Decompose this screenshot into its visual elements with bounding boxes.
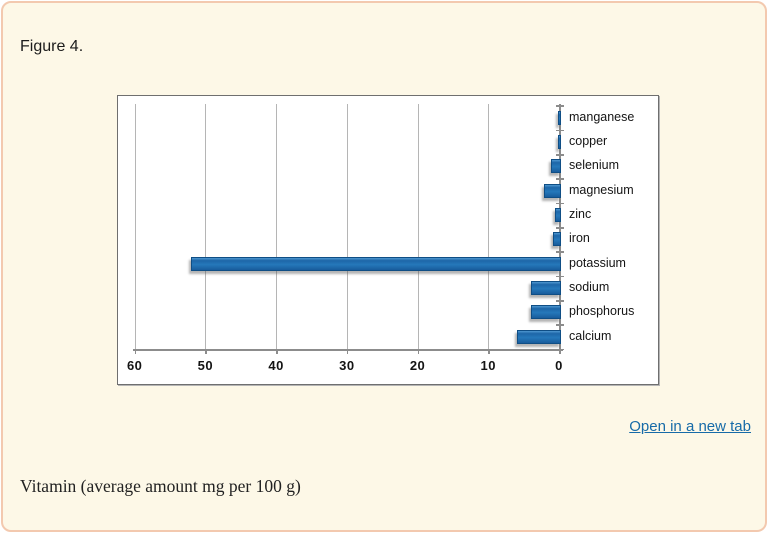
- category-label-manganese: manganese: [569, 109, 635, 124]
- category-tick-mark: [556, 251, 564, 253]
- x-tick-label-0: 0: [555, 358, 563, 373]
- bar-selenium: [551, 159, 561, 174]
- gridline-50: [205, 104, 207, 349]
- x-tick-mark-0: [559, 349, 561, 354]
- gridline-20: [417, 104, 419, 349]
- category-label-zinc: zinc: [569, 206, 592, 221]
- category-tick-mark: [556, 227, 564, 229]
- category-tick-mark: [556, 129, 564, 132]
- gridline-10: [488, 104, 490, 349]
- bar-sodium: [530, 280, 561, 295]
- category-tick-mark: [556, 154, 564, 156]
- gridline-40: [276, 104, 278, 349]
- x-tick-mark-40: [276, 349, 278, 354]
- category-label-calcium: calcium: [569, 328, 612, 343]
- category-label-sodium: sodium: [569, 279, 610, 294]
- x-tick-mark-60: [134, 349, 137, 354]
- category-tick-mark: [556, 178, 564, 180]
- category-label-magnesium: magnesium: [569, 182, 634, 197]
- gridline-60: [134, 104, 136, 349]
- category-label-iron: iron: [569, 231, 590, 246]
- bar-iron: [552, 232, 561, 247]
- bar-magnesium: [544, 183, 561, 198]
- figure-caption: Vitamin (average amount mg per 100 g): [20, 476, 301, 496]
- category-label-potassium: potassium: [569, 255, 626, 270]
- bar-calcium: [516, 329, 561, 344]
- x-tick-label-10: 10: [480, 358, 496, 373]
- x-tick-label-20: 20: [409, 358, 426, 373]
- bar-manganese: [558, 110, 561, 125]
- figure-label: Figure 4.: [20, 38, 84, 55]
- category-label-phosphorus: phosphorus: [569, 304, 635, 319]
- x-tick-label-40: 40: [268, 358, 284, 373]
- gridline-30: [346, 104, 348, 349]
- category-tick-mark: [556, 275, 564, 278]
- category-tick-mark: [556, 202, 564, 205]
- x-tick-label-50: 50: [197, 358, 214, 373]
- bar-copper: [557, 134, 561, 149]
- bar-phosphorus: [530, 305, 561, 320]
- category-tick-mark: [556, 324, 564, 326]
- category-tick-mark: [556, 300, 564, 302]
- open-new-tab-link[interactable]: Open in a new tab: [629, 418, 751, 435]
- category-tick-mark: [556, 348, 564, 351]
- x-tick-label-60: 60: [126, 358, 143, 373]
- minerals-bar-chart: 60 50 40 30 20 10 0 manganese copper selenium magn…: [117, 95, 659, 385]
- x-tick-mark-20: [417, 349, 420, 354]
- x-tick-mark-30: [346, 349, 349, 354]
- x-tick-mark-10: [488, 349, 490, 354]
- x-tick-mark-50: [205, 349, 207, 354]
- category-tick-mark: [556, 105, 564, 107]
- bar-potassium: [191, 256, 561, 271]
- bar-zinc: [555, 207, 561, 222]
- category-axis-line: [559, 104, 561, 349]
- category-label-selenium: selenium: [569, 158, 620, 173]
- category-label-copper: copper: [569, 133, 608, 148]
- x-tick-label-30: 30: [339, 358, 355, 373]
